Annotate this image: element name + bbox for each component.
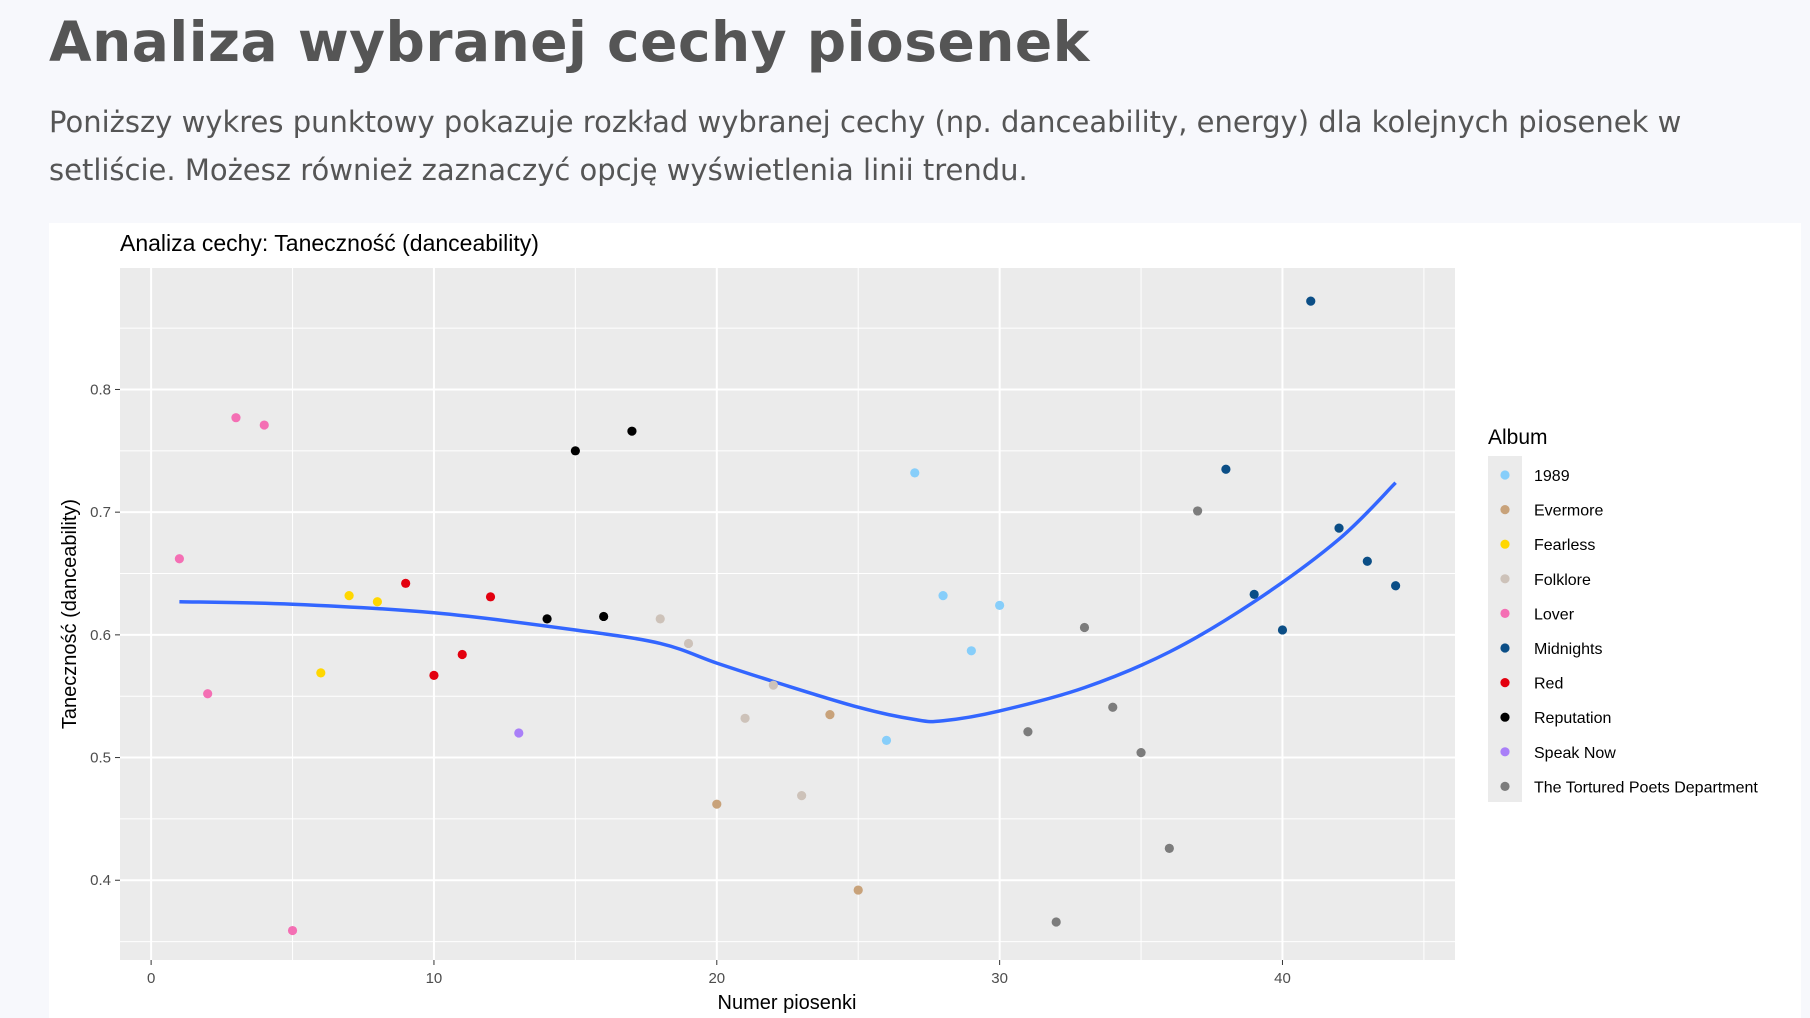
x-tick-label: 20 [708,970,725,987]
legend-label: Reputation [1534,710,1611,727]
legend: Album 1989 Evermore Fearless Folklore Lover M… [1488,426,1758,802]
legend-key [1500,608,1510,618]
y-axis-label: Taneczność (danceability) [59,499,81,729]
data-point[interactable] [938,590,948,601]
scatter-chart: Analiza cechy: Taneczność (danceability)… [59,230,1758,1014]
legend-label: Lover [1534,606,1575,623]
trend-layer [179,481,1397,724]
page-title: Analiza wybranej cechy piosenek [49,10,1090,74]
legend-label: The Tortured Poets Department [1534,779,1758,796]
data-point[interactable] [683,638,694,649]
y-tick-label: 0.8 [90,381,111,398]
data-point[interactable] [1051,917,1061,927]
legend-key [1500,470,1510,480]
data-point[interactable] [853,885,863,895]
legend-key [1500,539,1510,549]
data-point[interactable] [485,592,496,602]
data-point[interactable] [910,468,920,478]
data-point[interactable] [570,446,580,456]
data-point[interactable] [599,611,609,622]
data-point[interactable] [542,614,552,624]
data-point[interactable] [1023,727,1033,737]
y-axis: 0.4 0.5 0.6 0.7 0.8 [90,381,120,889]
data-point[interactable] [372,597,382,607]
data-point[interactable] [344,590,354,601]
x-tick-label: 30 [991,970,1008,987]
data-point[interactable] [797,790,807,801]
data-point[interactable] [316,668,326,678]
page-description: Poniższy wykres punktowy pokazuje rozkła… [49,105,1682,187]
y-tick-label: 0.4 [90,872,111,889]
data-point[interactable] [1164,843,1174,853]
y-tick-label: 0.5 [90,750,111,767]
legend-key [1500,712,1510,722]
legend-key [1500,505,1510,515]
data-point[interactable] [825,710,835,720]
grid-minor [120,268,1455,960]
x-axis: 0 10 20 30 40 [147,960,1291,987]
data-point[interactable] [1136,748,1146,758]
chart-title: Analiza cechy: Taneczność (danceability) [120,230,539,256]
legend-key [1500,574,1510,584]
legend-label: Folklore [1534,572,1591,589]
data-point[interactable] [627,426,637,436]
legend-label: Evermore [1534,503,1603,520]
legend-title: Album [1488,426,1548,449]
data-point[interactable] [966,646,976,656]
data-point[interactable] [1334,523,1344,533]
data-point[interactable] [203,689,213,699]
data-point[interactable] [1108,702,1118,712]
data-point[interactable] [740,713,750,723]
legend-label: Speak Now [1534,745,1616,762]
data-point[interactable] [514,728,524,738]
legend-key [1500,781,1510,792]
data-point[interactable] [768,680,778,690]
legend-label: Fearless [1534,537,1595,554]
x-axis-label: Numer piosenki [718,992,857,1014]
data-point[interactable] [457,649,467,660]
legend-key [1500,678,1510,688]
data-point[interactable] [174,554,184,564]
data-point[interactable] [259,420,269,430]
data-point[interactable] [881,735,892,745]
y-tick-label: 0.7 [90,504,111,521]
chart-panel: Analiza cechy: Taneczność (danceability)… [49,223,1801,1018]
y-tick-label: 0.6 [90,627,111,644]
data-point[interactable] [995,600,1005,611]
legend-label: 1989 [1534,468,1570,485]
legend-key [1500,643,1510,653]
data-point[interactable] [429,670,439,680]
data-point[interactable] [1306,296,1316,306]
data-point[interactable] [1391,581,1401,591]
data-point[interactable] [401,578,411,588]
legend-label: Midnights [1534,641,1602,658]
data-point[interactable] [1277,625,1288,635]
data-point[interactable] [1221,464,1231,474]
legend-key [1500,747,1510,757]
data-point[interactable] [287,925,298,936]
x-tick-label: 0 [147,970,155,987]
data-point[interactable] [712,799,722,809]
points-layer [174,296,1401,936]
data-point[interactable] [1079,622,1090,633]
data-point[interactable] [655,614,665,624]
x-tick-label: 10 [426,970,443,987]
plot-background [120,268,1455,960]
data-point[interactable] [1362,556,1372,566]
data-point[interactable] [1249,589,1259,599]
trend-line [179,481,1397,724]
legend-label: Red [1534,676,1563,693]
legend-items: 1989 Evermore Fearless Folklore Lover Midnigh… [1500,468,1758,796]
data-point[interactable] [1193,506,1203,516]
data-point[interactable] [231,413,241,423]
x-tick-label: 40 [1274,970,1291,987]
